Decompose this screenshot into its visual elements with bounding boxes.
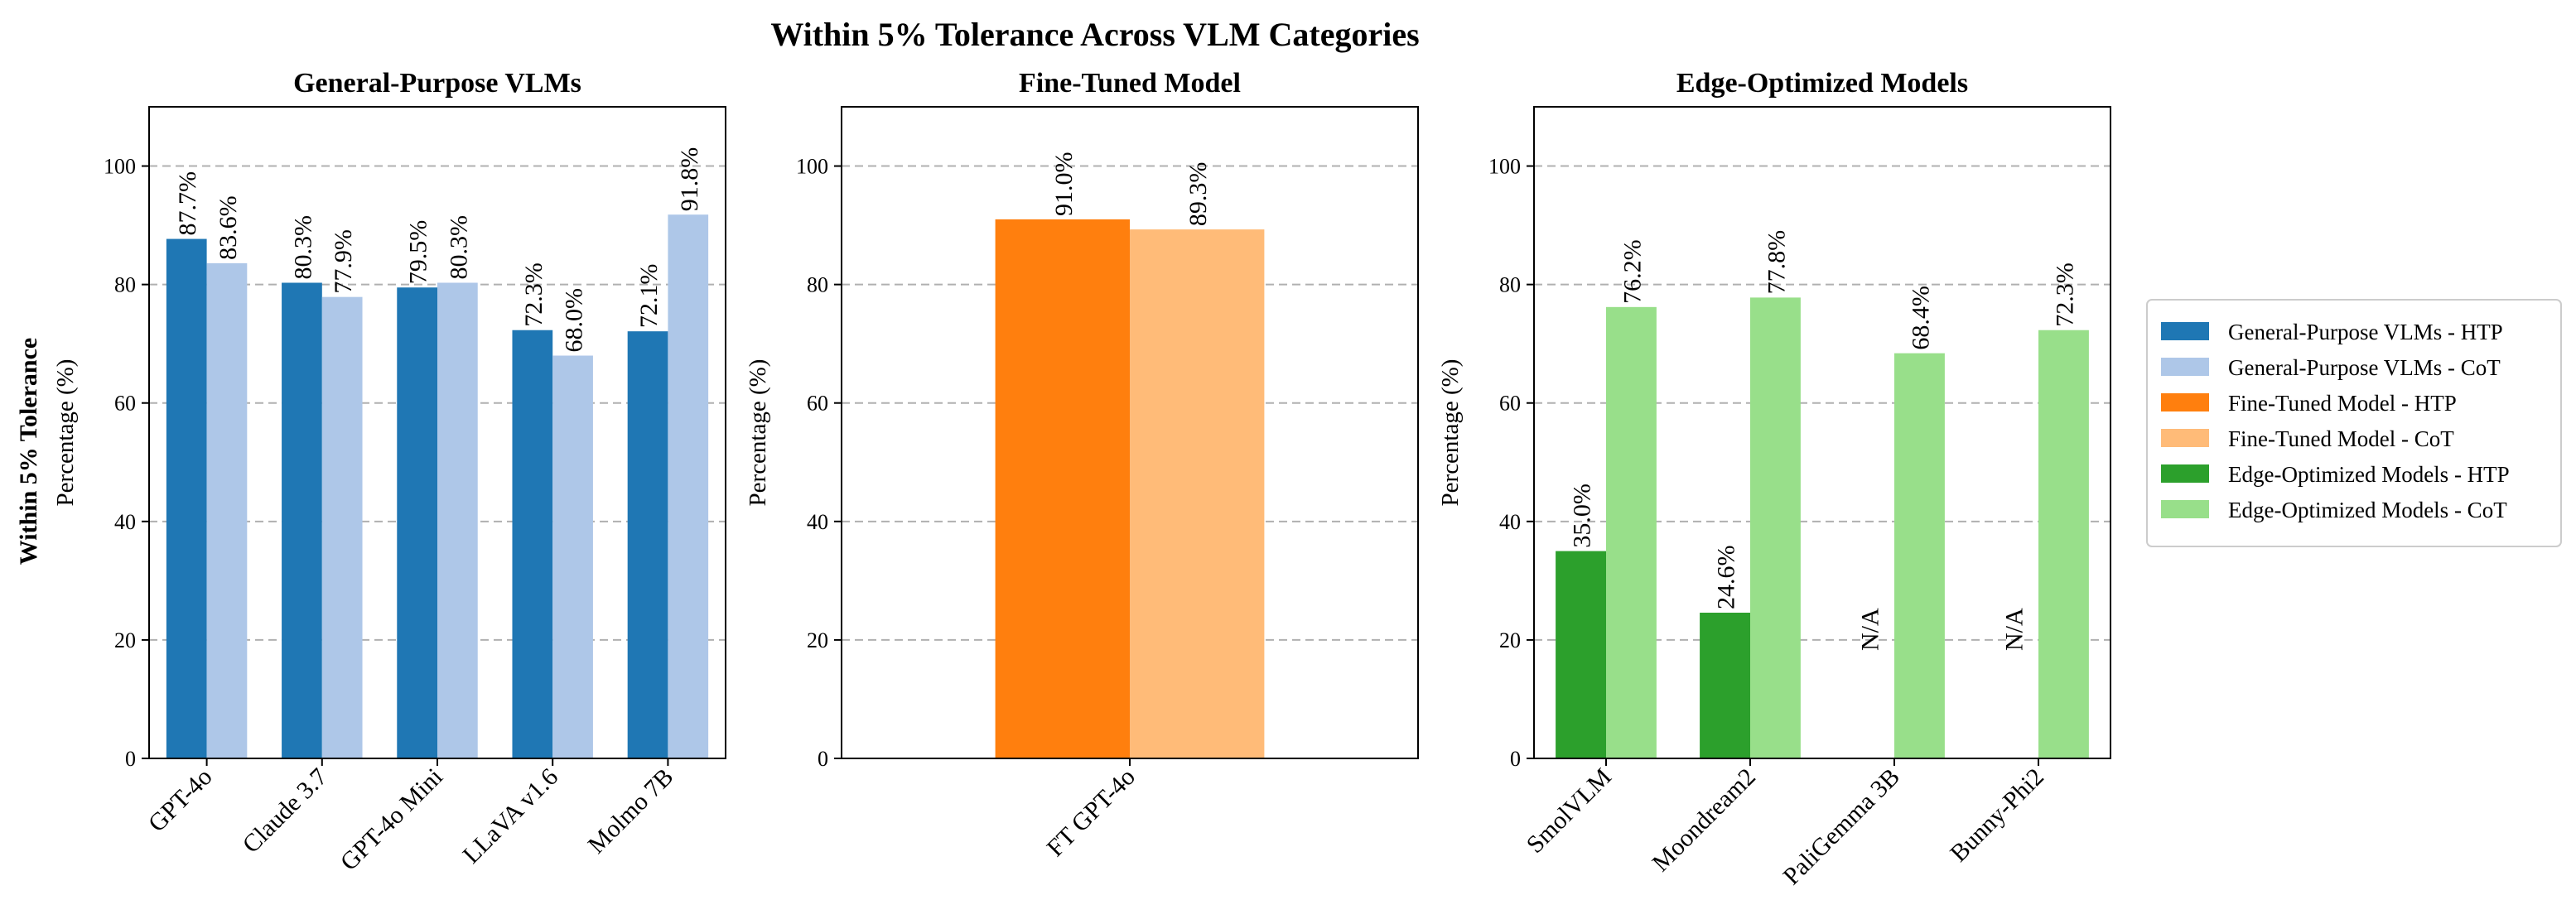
bar-htp-smolvlm	[1556, 551, 1606, 758]
data-label-cot-paligemma-3b: 68.4%	[1907, 286, 1934, 350]
x-tick-label-llava-v1-6: LLaVA v1.6	[457, 763, 563, 869]
data-label-htp-molmo-7b: 72.1%	[635, 264, 663, 329]
bar-cot-smolvlm	[1606, 306, 1657, 759]
y-tick-label-100: 100	[1488, 155, 1521, 179]
y-tick-label-100: 100	[796, 155, 828, 179]
legend-frame	[2146, 299, 2562, 547]
x-tick-label-paligemma-3b: PaliGemma 3B	[1778, 763, 1905, 891]
bar-cot-llava-v1-6	[552, 355, 593, 758]
x-tick-label-smolvlm: SmolVLM	[1522, 763, 1617, 859]
legend-swatch-ft-htp	[2161, 393, 2209, 411]
data-label-cot-gpt-4o: 83.6%	[215, 195, 242, 260]
bar-htp-gpt-4o	[166, 238, 207, 758]
bar-htp-molmo-7b	[627, 331, 668, 758]
bar-cot-moondream2	[1750, 297, 1801, 759]
data-label-htp-gpt-4o: 87.7%	[174, 171, 201, 235]
y-tick-label-40: 40	[807, 510, 828, 534]
data-label-htp-bunny-phi2: N/A	[2001, 608, 2028, 651]
panel-title-general-purpose: General-Purpose VLMs	[293, 68, 581, 99]
bar-htp-llava-v1-6	[512, 330, 553, 759]
y-tick-label-20: 20	[114, 628, 136, 652]
panel-title-edge-optimized: Edge-Optimized Models	[1676, 68, 1968, 99]
y-tick-label-60: 60	[114, 392, 136, 416]
x-tick-label-ft-gpt-4o: FT GPT-4o	[1042, 763, 1141, 862]
legend-swatch-ft-cot	[2161, 429, 2209, 447]
legend-label-edge-cot: Edge-Optimized Models - CoT	[2228, 498, 2507, 522]
data-label-cot-smolvlm: 76.2%	[1618, 239, 1646, 304]
legend-swatch-gp-cot	[2161, 358, 2209, 376]
bar-cot-molmo-7b	[668, 214, 709, 758]
legend-label-edge-htp: Edge-Optimized Models - HTP	[2228, 462, 2510, 487]
bar-htp-gpt-4o-mini	[397, 287, 437, 758]
data-label-cot-molmo-7b: 91.8%	[676, 147, 703, 212]
y-tick-label-0: 0	[125, 747, 136, 771]
x-tick-label-bunny-phi2: Bunny-Phi2	[1945, 763, 2049, 868]
y-tick-label-80: 80	[114, 273, 136, 297]
legend-swatch-edge-cot	[2161, 500, 2209, 518]
data-label-htp-paligemma-3b: N/A	[1857, 608, 1884, 651]
x-tick-label-gpt-4o-mini: GPT-4o Mini	[335, 763, 448, 876]
bar-htp-claude-3-7	[282, 282, 322, 758]
data-label-htp-llava-v1-6: 72.3%	[520, 262, 548, 327]
legend-label-ft-htp: Fine-Tuned Model - HTP	[2228, 391, 2457, 416]
legend-swatch-edge-htp	[2161, 464, 2209, 483]
x-tick-label-moondream2: Moondream2	[1647, 763, 1761, 878]
y-tick-label-60: 60	[1499, 392, 1521, 416]
data-label-htp-smolvlm: 35.0%	[1569, 484, 1596, 548]
y-tick-label-0: 0	[1510, 747, 1521, 771]
y-tick-label-0: 0	[818, 747, 828, 771]
x-tick-label-claude-3-7: Claude 3.7	[238, 763, 333, 859]
data-label-cot-llava-v1-6: 68.0%	[561, 288, 588, 353]
row-label: Within 5% Tolerance	[15, 338, 42, 565]
data-label-htp-claude-3-7: 80.3%	[289, 215, 316, 280]
y-axis-label-fine-tuned: Percentage (%)	[745, 359, 771, 507]
bar-htp-ft-gpt-4o	[995, 219, 1130, 758]
legend-label-gp-cot: General-Purpose VLMs - CoT	[2228, 355, 2501, 380]
panel-edge-optimized: 0 20 40 60 80 100 35.0% 24.6% N/A N/A 76.2% 77.8% 68…	[1437, 68, 2111, 891]
x-tick-label-molmo-7b: Molmo 7B	[582, 763, 678, 859]
bar-htp-moondream2	[1700, 612, 1750, 758]
y-tick-label-80: 80	[807, 273, 828, 297]
data-label-cot-moondream2: 77.8%	[1763, 230, 1790, 295]
legend: General-Purpose VLMs - HTP General-Purpo…	[2146, 299, 2562, 547]
y-tick-label-60: 60	[807, 392, 828, 416]
x-tick-label-gpt-4o: GPT-4o	[143, 763, 218, 838]
data-label-cot-claude-3-7: 77.9%	[330, 229, 357, 294]
data-label-cot-ft-gpt-4o: 89.3%	[1184, 162, 1212, 227]
data-label-htp-moondream2: 24.6%	[1713, 545, 1740, 609]
y-tick-label-80: 80	[1499, 273, 1521, 297]
y-tick-label-100: 100	[104, 155, 136, 179]
data-label-cot-gpt-4o-mini: 80.3%	[445, 215, 472, 280]
data-label-cot-bunny-phi2: 72.3%	[2051, 262, 2078, 327]
bar-cot-gpt-4o	[206, 262, 248, 758]
y-tick-label-20: 20	[807, 628, 828, 652]
bar-cot-claude-3-7	[321, 296, 363, 759]
bar-cot-ft-gpt-4o	[1130, 229, 1265, 758]
panel-general-purpose: 0 20 40 60 80 100 87.7% 80.3% 79.5% 72.3% 72.1% 83.…	[52, 68, 726, 876]
bar-cot-bunny-phi2	[2038, 330, 2089, 759]
bar-cot-paligemma-3b	[1894, 353, 1945, 758]
y-tick-label-40: 40	[114, 510, 136, 534]
panel-title-fine-tuned: Fine-Tuned Model	[1019, 68, 1241, 99]
y-axis-label-edge-optimized: Percentage (%)	[1437, 359, 1464, 507]
data-label-htp-gpt-4o-mini: 79.5%	[405, 220, 432, 285]
figure-title: Within 5% Tolerance Across VLM Categorie…	[770, 16, 1419, 53]
axes-frame	[1533, 106, 2111, 759]
legend-label-ft-cot: Fine-Tuned Model - CoT	[2228, 426, 2454, 451]
legend-label-gp-htp: General-Purpose VLMs - HTP	[2228, 320, 2503, 344]
data-label-htp-ft-gpt-4o: 91.0%	[1050, 152, 1078, 216]
y-tick-label-20: 20	[1499, 628, 1521, 652]
y-axis-label-general-purpose: Percentage (%)	[52, 359, 79, 507]
bar-cot-gpt-4o-mini	[437, 282, 478, 758]
legend-swatch-gp-htp	[2161, 322, 2209, 340]
y-tick-label-40: 40	[1499, 510, 1521, 534]
panel-fine-tuned: 0 20 40 60 80 100 91.0% 89.3% FT GPT-4o Fine-Tune…	[745, 68, 1419, 862]
